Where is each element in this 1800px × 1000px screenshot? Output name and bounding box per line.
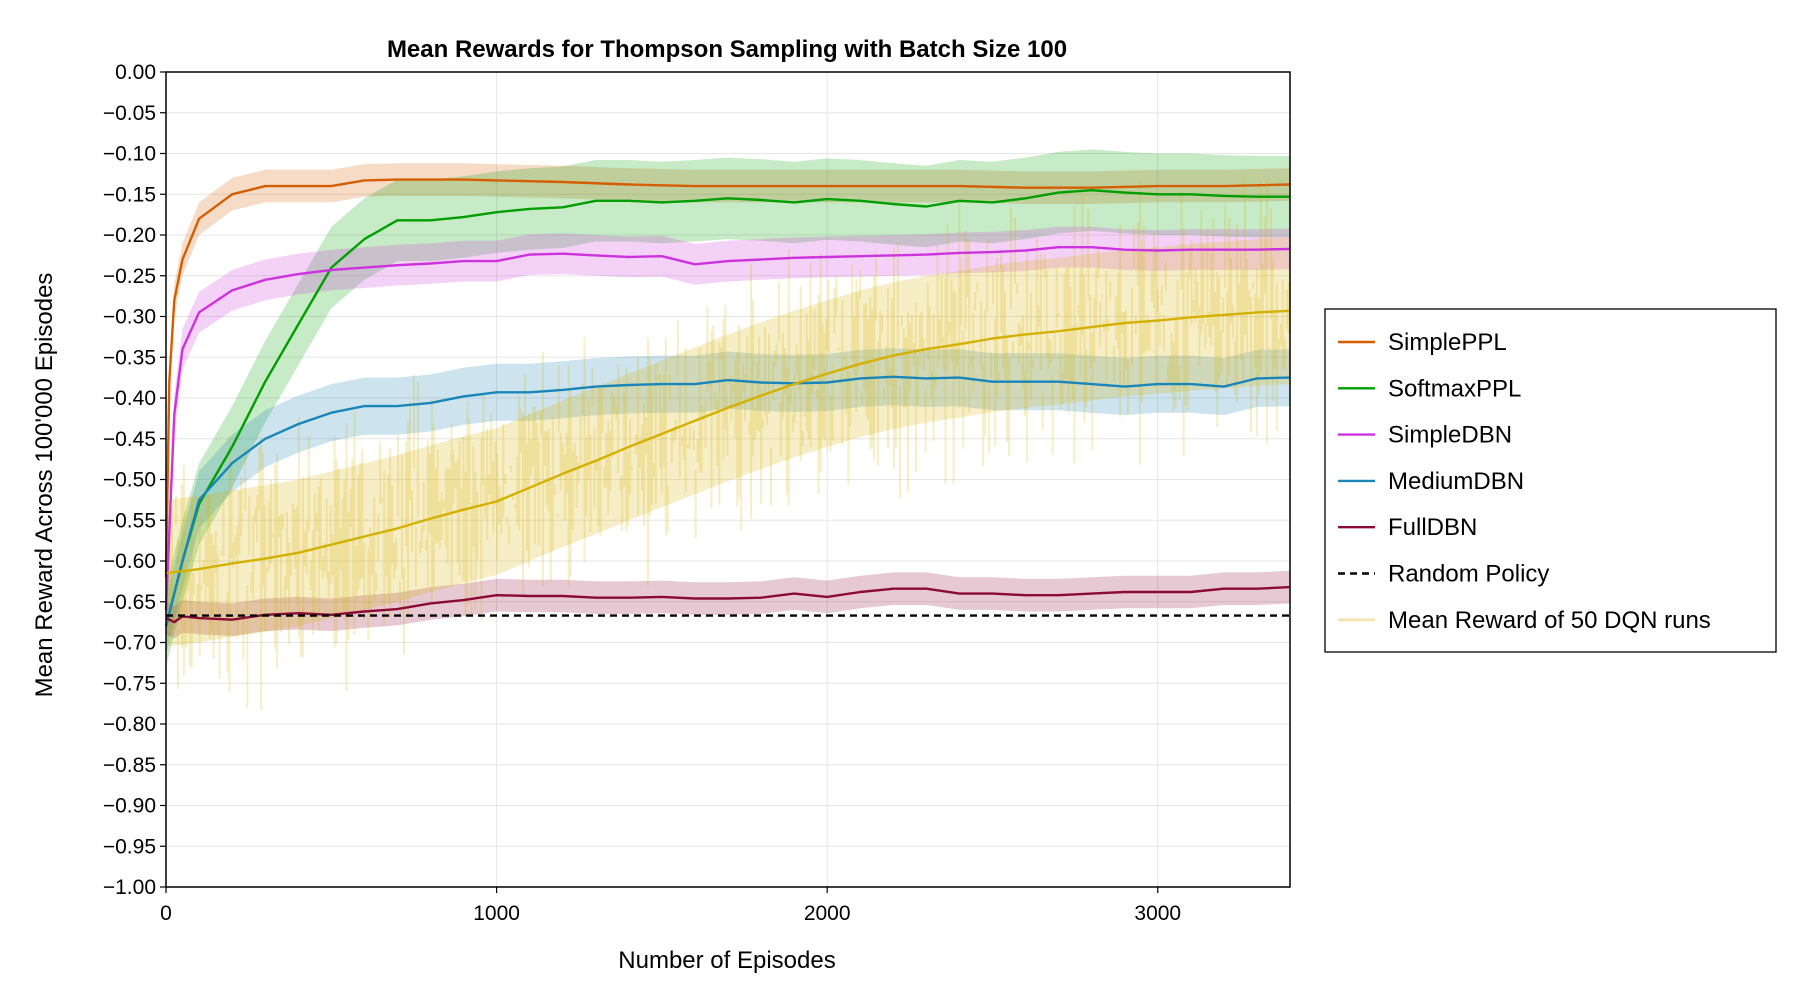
legend-item-label: SoftmaxPPL bbox=[1388, 375, 1521, 402]
y-axis-label: Mean Reward Across 100'000 Episodes bbox=[31, 273, 58, 698]
x-tick-label: 0 bbox=[160, 902, 172, 925]
legend-item-label: FullDBN bbox=[1388, 514, 1477, 541]
line-mediumdbn bbox=[164, 375, 1291, 627]
legend: SimplePPL SoftmaxPPL SimpleDBN MediumDBN Ful… bbox=[1324, 308, 1777, 653]
legend-item-label: SimpleDBN bbox=[1388, 422, 1512, 449]
y-tick-label: −0.20 bbox=[103, 224, 156, 247]
band-mean-reward-of-50-dqn-runs bbox=[166, 237, 1290, 647]
legend-item-label: MediumDBN bbox=[1388, 468, 1524, 495]
band-softmaxppl bbox=[166, 149, 1290, 667]
y-tick-label: −0.30 bbox=[103, 306, 156, 329]
x-tick-label: 1000 bbox=[473, 902, 520, 925]
y-tick-label: −0.25 bbox=[103, 265, 156, 288]
confidence-bands bbox=[166, 149, 1290, 667]
y-tick-label: −1.00 bbox=[103, 876, 156, 899]
y-tick-label: −0.80 bbox=[103, 713, 156, 736]
line-simpleppl bbox=[164, 178, 1291, 578]
y-tick-label: 0.00 bbox=[115, 61, 156, 84]
axis-ticks: 0.00 −0.05 −0.10 −0.15 −0.20 −0.25 −0.30 −0.35 −… bbox=[103, 61, 1181, 925]
y-tick-label: −0.35 bbox=[103, 346, 156, 369]
y-tick-label: −0.05 bbox=[103, 102, 156, 125]
line-fulldbn bbox=[165, 585, 1291, 624]
legend-item-label: SimplePPL bbox=[1388, 329, 1507, 356]
y-tick-label: −0.95 bbox=[103, 835, 156, 858]
band-fulldbn bbox=[166, 570, 1290, 639]
series-lines bbox=[164, 178, 1291, 627]
legend-item-label: Mean Reward of 50 DQN runs bbox=[1388, 607, 1711, 634]
line-simpledbn bbox=[164, 245, 1291, 610]
y-tick-label: −0.75 bbox=[103, 672, 156, 695]
y-tick-label: −0.60 bbox=[103, 550, 156, 573]
x-tick-label: 2000 bbox=[804, 902, 851, 925]
x-axis-label: Number of Episodes bbox=[618, 947, 835, 974]
y-tick-label: −0.65 bbox=[103, 591, 156, 614]
y-tick-label: −0.40 bbox=[103, 387, 156, 410]
y-tick-label: −0.85 bbox=[103, 754, 156, 777]
band-mediumdbn bbox=[166, 348, 1290, 655]
y-tick-label: −0.45 bbox=[103, 428, 156, 451]
x-tick-label: 3000 bbox=[1134, 902, 1181, 925]
y-tick-label: −0.70 bbox=[103, 632, 156, 655]
chart-title: Mean Rewards for Thompson Sampling with … bbox=[387, 36, 1067, 63]
line-mean-reward-of-50-dqn-runs bbox=[165, 309, 1291, 575]
y-tick-label: −0.10 bbox=[103, 143, 156, 166]
band-simpledbn bbox=[166, 226, 1290, 631]
legend-box bbox=[1324, 308, 1777, 653]
y-tick-label: −0.55 bbox=[103, 509, 156, 532]
line-softmaxppl bbox=[164, 188, 1290, 627]
legend-item-label: Random Policy bbox=[1388, 561, 1549, 588]
y-tick-label: −0.50 bbox=[103, 469, 156, 492]
y-tick-label: −0.90 bbox=[103, 795, 156, 818]
y-tick-label: −0.15 bbox=[103, 183, 156, 206]
